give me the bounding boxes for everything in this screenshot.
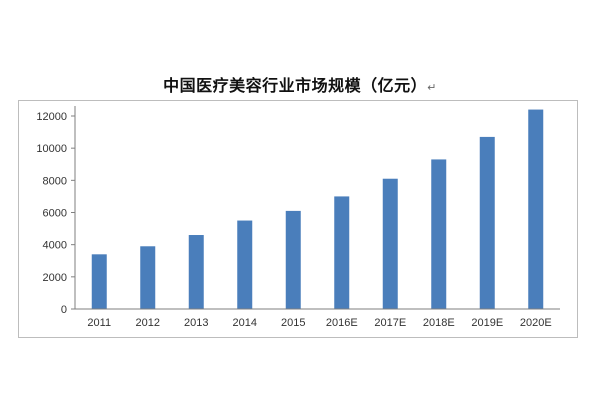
bar — [382, 178, 398, 309]
y-tick-label: 0 — [61, 304, 67, 316]
x-tick-label: 2014 — [233, 317, 257, 329]
y-tick-label: 8000 — [43, 175, 67, 187]
x-tick-label: 2012 — [136, 317, 160, 329]
bar — [237, 220, 253, 309]
y-tick-label: 10000 — [36, 143, 67, 155]
bar — [285, 210, 301, 309]
y-tick-label: 12000 — [36, 111, 67, 123]
x-tick-label: 2018E — [423, 317, 455, 329]
bar — [334, 196, 350, 309]
bar — [479, 136, 495, 309]
x-tick-label: 2019E — [471, 317, 503, 329]
x-tick-label: 2015 — [281, 317, 305, 329]
paragraph-mark-icon: ↵ — [427, 81, 437, 94]
bar — [431, 159, 447, 309]
x-tick-label: 2016E — [326, 317, 358, 329]
bar — [528, 109, 544, 309]
chart-title-text: 中国医疗美容行业市场规模（亿元） — [163, 76, 428, 95]
y-tick-label: 4000 — [43, 240, 67, 252]
chart-title: 中国医疗美容行业市场规模（亿元）↵ — [0, 72, 600, 96]
y-axis: 0 2000 4000 6000 8000 10000 12000 — [36, 106, 76, 316]
y-tick-label: 6000 — [43, 208, 67, 220]
bar — [140, 246, 156, 309]
bar — [91, 254, 107, 309]
x-tick-label: 2017E — [374, 317, 406, 329]
y-tick-label: 2000 — [43, 272, 67, 284]
x-axis: 2011 2012 2013 2014 2015 2016E 2017E 2018E 2019E… — [75, 308, 560, 329]
x-tick-label: 2011 — [87, 317, 111, 329]
bars — [91, 109, 544, 309]
x-tick-label: 2013 — [184, 317, 208, 329]
bar — [188, 235, 204, 309]
x-tick-label: 2020E — [520, 317, 552, 329]
chart-frame — [18, 100, 578, 338]
